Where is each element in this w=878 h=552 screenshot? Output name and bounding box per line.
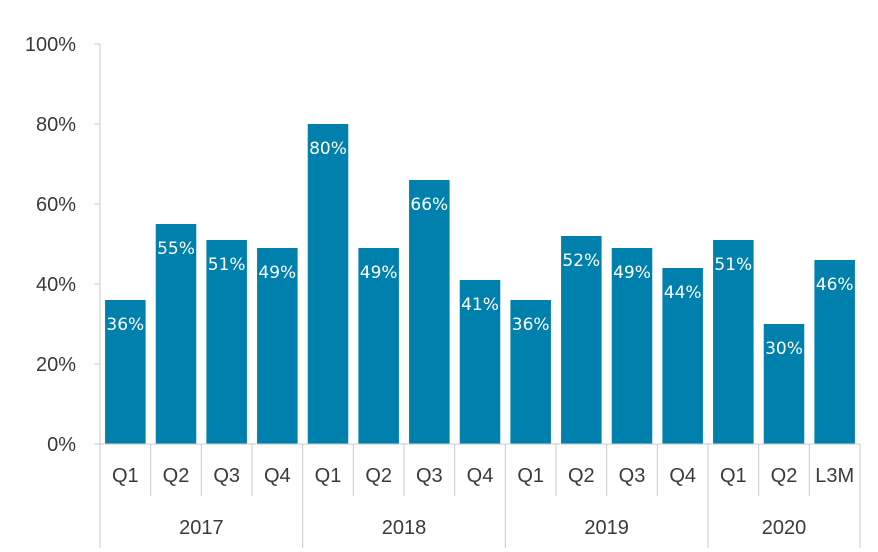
bar bbox=[510, 300, 551, 444]
category-label: Q3 bbox=[619, 465, 646, 487]
category-label: Q2 bbox=[771, 465, 798, 487]
y-axis: 0% 20% 40% 60% 80% 100% bbox=[25, 34, 101, 456]
group-label: 2020 bbox=[762, 517, 807, 539]
category-label: Q1 bbox=[517, 465, 544, 487]
bars: 36% 55% 51% 49% 80% 49% 66% 41% 36% 52% 49% 44% 51% 3… bbox=[105, 124, 855, 444]
bar bbox=[561, 236, 602, 444]
data-label: 55% bbox=[157, 239, 195, 259]
data-label: 49% bbox=[258, 263, 296, 283]
bar bbox=[358, 248, 399, 444]
data-label: 36% bbox=[106, 315, 144, 335]
bar bbox=[206, 240, 247, 444]
bar bbox=[814, 260, 855, 444]
bar bbox=[611, 248, 653, 444]
y-tick-label: 0% bbox=[47, 434, 76, 456]
data-label: 51% bbox=[208, 255, 246, 275]
data-label: 36% bbox=[512, 315, 550, 335]
category-label: Q1 bbox=[112, 465, 139, 487]
category-label: Q1 bbox=[720, 465, 747, 487]
y-tick-label: 20% bbox=[36, 354, 76, 376]
data-label: 41% bbox=[461, 295, 499, 315]
data-label: 30% bbox=[765, 339, 803, 359]
category-label: Q4 bbox=[467, 465, 494, 487]
category-label: Q4 bbox=[669, 465, 696, 487]
y-tick-label: 100% bbox=[25, 34, 76, 56]
category-label: Q2 bbox=[365, 465, 392, 487]
data-label: 49% bbox=[360, 263, 398, 283]
category-label: Q3 bbox=[213, 465, 240, 487]
bar bbox=[307, 124, 349, 444]
group-label: 2017 bbox=[179, 517, 224, 539]
x-axis: Q1 Q2 Q3 Q4 Q1 Q2 Q3 Q4 Q1 Q2 Q3 Q4 Q1 Q2 L3M 2017 2018 2… bbox=[99, 443, 861, 548]
bar bbox=[763, 324, 805, 444]
group-label: 2018 bbox=[382, 517, 427, 539]
bar bbox=[155, 224, 197, 444]
bar bbox=[713, 240, 754, 444]
data-label: 49% bbox=[613, 263, 651, 283]
data-label: 80% bbox=[309, 139, 347, 159]
category-label: Q4 bbox=[264, 465, 291, 487]
category-label: Q2 bbox=[163, 465, 190, 487]
data-label: 51% bbox=[714, 255, 752, 275]
category-label: Q2 bbox=[568, 465, 595, 487]
bar bbox=[662, 268, 703, 444]
bar bbox=[459, 280, 501, 444]
data-label: 44% bbox=[664, 283, 702, 303]
bar bbox=[409, 180, 450, 444]
y-tick-label: 80% bbox=[36, 114, 76, 136]
y-tick-label: 60% bbox=[36, 194, 76, 216]
category-label: Q1 bbox=[315, 465, 342, 487]
category-label: L3M bbox=[815, 465, 854, 487]
data-label: 52% bbox=[562, 251, 600, 271]
y-tick-label: 40% bbox=[36, 274, 76, 296]
bar bbox=[105, 300, 146, 444]
category-label: Q3 bbox=[416, 465, 443, 487]
bar bbox=[257, 248, 298, 444]
data-label: 46% bbox=[816, 275, 854, 295]
group-label: 2019 bbox=[584, 517, 629, 539]
data-label: 66% bbox=[410, 195, 448, 215]
